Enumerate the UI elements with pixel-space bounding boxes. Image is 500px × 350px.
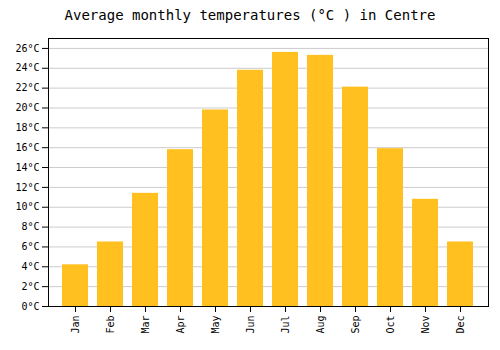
svg-text:Mar: Mar: [140, 316, 151, 334]
svg-text:6°C: 6°C: [21, 241, 39, 252]
svg-text:Aug: Aug: [315, 316, 326, 334]
svg-text:26°C: 26°C: [15, 43, 39, 54]
svg-text:Sep: Sep: [350, 316, 361, 334]
svg-text:8°C: 8°C: [21, 221, 39, 232]
svg-text:12°C: 12°C: [15, 182, 39, 193]
svg-text:20°C: 20°C: [15, 102, 39, 113]
svg-text:Dec: Dec: [455, 316, 466, 334]
svg-text:22°C: 22°C: [15, 82, 39, 93]
svg-text:0°C: 0°C: [21, 301, 39, 312]
svg-text:18°C: 18°C: [15, 122, 39, 133]
svg-text:Nov: Nov: [420, 316, 431, 334]
svg-text:14°C: 14°C: [15, 162, 39, 173]
svg-text:Apr: Apr: [175, 316, 186, 334]
svg-text:Feb: Feb: [105, 316, 116, 334]
svg-text:Jul: Jul: [280, 316, 291, 334]
html-text:Average monthly temperatures (: Average monthly temperatures (°C ) in Ce…: [64, 7, 436, 23]
svg-text:Jun: Jun: [245, 316, 256, 334]
svg-text:May: May: [210, 316, 221, 334]
svg-text:4°C: 4°C: [21, 261, 39, 272]
svg-text:24°C: 24°C: [15, 62, 39, 73]
svg-text:10°C: 10°C: [15, 201, 39, 212]
svg-text:2°C: 2°C: [21, 281, 39, 292]
svg-text:16°C: 16°C: [15, 142, 39, 153]
svg-text:Jan: Jan: [70, 316, 81, 334]
svg-text:Oct: Oct: [385, 316, 396, 334]
